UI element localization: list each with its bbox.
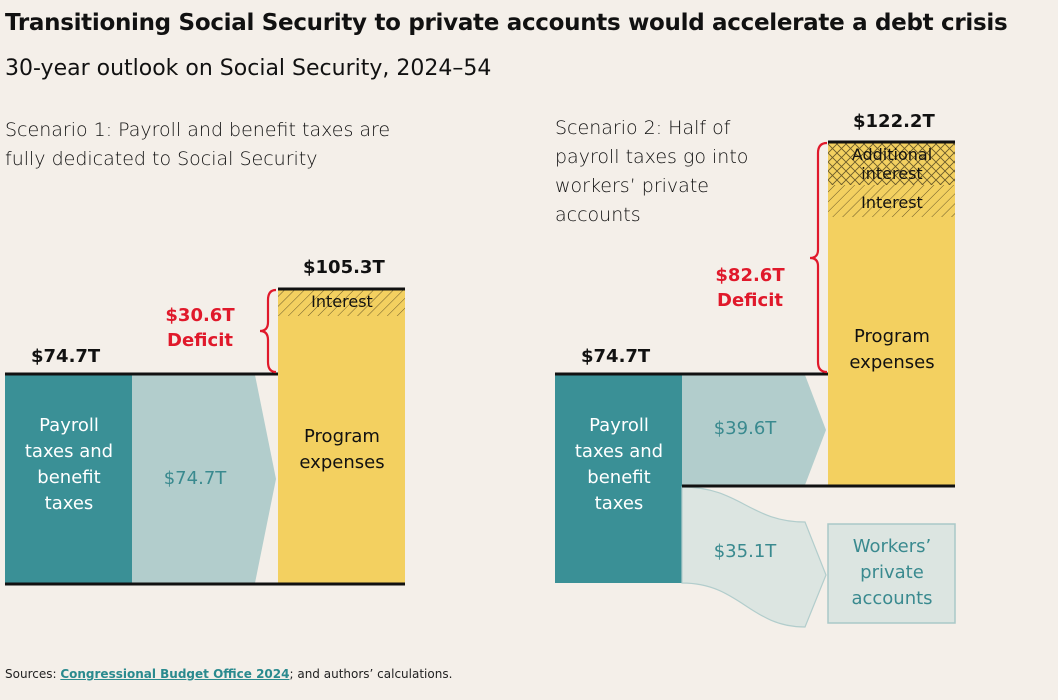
s2-deficit-label: Deficit [717, 290, 783, 311]
s2-additional-interest-label: Additional interest [851, 145, 933, 183]
sources-note: Sources: Congressional Budget Office 202… [5, 667, 452, 681]
cbo-source-link[interactable]: Congressional Budget Office 2024 [60, 667, 290, 681]
s2-additional-interest-block [828, 142, 955, 185]
s1-deficit-annotation: $30.6T Deficit [150, 303, 250, 353]
s1-deficit-value: $30.6T [165, 305, 235, 326]
s2-flow-value: $39.6T [713, 418, 777, 439]
s1-spending-block [278, 288, 405, 583]
chart-title: Transitioning Social Security to private… [5, 10, 1008, 36]
s1-deficit-label: Deficit [167, 330, 233, 351]
s2-spending-label: Program expenses [849, 326, 935, 373]
s2-flow-arrow [682, 375, 826, 485]
chart-subtitle: 30-year outlook on Social Security, 2024… [5, 56, 492, 81]
s1-spending-total: $105.3T [303, 257, 385, 278]
s2-private-accounts-block [827, 523, 956, 624]
sources-suffix: ; and authors’ calculations. [289, 667, 453, 681]
s2-private-flow-value: $35.1T [713, 541, 777, 562]
sources-prefix: Sources: [5, 667, 61, 681]
s2-deficit-brace [809, 141, 828, 374]
s1-revenue-block [5, 375, 132, 583]
s1-deficit-brace [259, 288, 277, 374]
s2-interest-label: Interest [861, 193, 923, 212]
s1-interest-label: Interest [311, 292, 373, 311]
s2-revenue-block [555, 375, 682, 583]
s1-revenue-total: $74.7T [31, 346, 101, 367]
s2-deficit-value: $82.6T [715, 265, 785, 286]
s1-interest-block [278, 290, 405, 316]
s1-flow-arrow [132, 375, 276, 583]
s2-private-flow [681, 486, 827, 628]
s1-spending-label: Program expenses [299, 426, 385, 473]
s2-revenue-label: Payroll taxes and benefit taxes [574, 415, 664, 514]
s2-deficit-annotation: $82.6T Deficit [700, 263, 800, 313]
s1-revenue-label: Payroll taxes and benefit taxes [24, 415, 114, 514]
s1-heading: Scenario 1: Payroll and benefit taxes ar… [5, 119, 391, 170]
s2-revenue-total: $74.7T [581, 346, 651, 367]
s2-interest-block [828, 185, 955, 217]
s2-heading: Scenario 2: Half of payroll taxes go int… [555, 117, 749, 226]
s2-private-label: Workers’ private accounts [851, 536, 933, 609]
s2-spending-total: $122.2T [853, 111, 935, 132]
s1-flow-value: $74.7T [163, 468, 227, 489]
